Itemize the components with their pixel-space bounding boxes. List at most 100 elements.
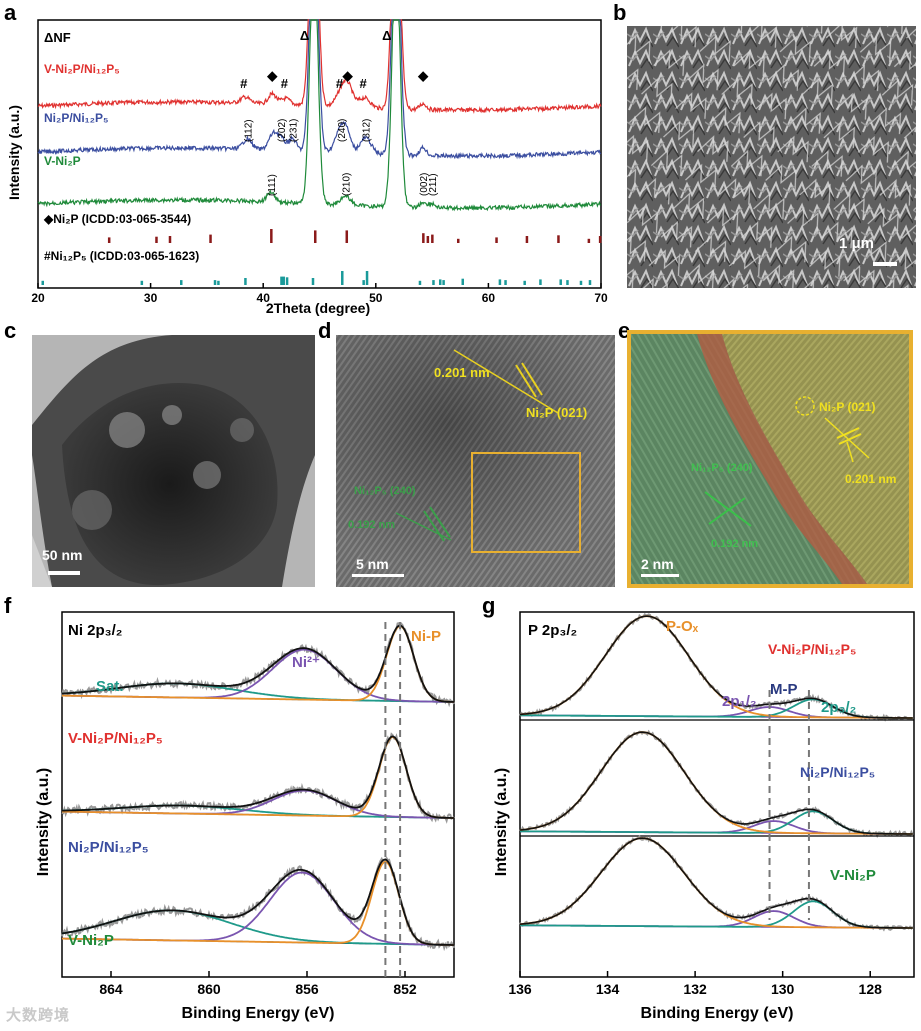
panel-a-ref-line (426, 236, 430, 243)
panel-a-ref-line (598, 236, 602, 243)
panel-d-zoom-box (471, 452, 581, 553)
panel-a-ref-label-ni2p: ◆Ni₂P (ICDD:03-065-3544) (43, 212, 191, 226)
panel-e-ni12p5-d-label: 0.192 nm (711, 538, 759, 550)
panel-a-ref-line (282, 276, 285, 285)
panel-label-a: a (4, 0, 17, 25)
panel-c-scale-label: 50 nm (42, 547, 83, 563)
panel-a-ref-line (431, 234, 434, 243)
panel-g-series-label-blue: Ni₂P/Ni₁₂P₅ (800, 764, 875, 780)
panel-a-ref-line (140, 280, 144, 285)
panel-d-ni12p5-d-label: 0.192 nm (348, 519, 396, 531)
panel-g-x-tick-label: 134 (596, 981, 620, 997)
panel-a-x-tick-label: 50 (369, 291, 383, 305)
panel-d-ni2p-d-label: 0.201 nm (434, 365, 490, 380)
panel-g-envelope-0 (519, 615, 913, 719)
panel-a-phase-marker: ◆ (342, 68, 354, 83)
panel-a-ref-line (442, 280, 445, 285)
panel-a-hkl-label: (211) (428, 173, 439, 196)
panel-f-xps-chart: 864 860 856 852 Intensity (a.u.) Binding En… (35, 611, 455, 1022)
panel-a-series-line-2 (37, 19, 601, 212)
panel-a-hkl-label: (231) (288, 119, 299, 142)
panel-g-x-tick-label: 132 (683, 981, 707, 997)
panel-g-envelope-2 (519, 837, 913, 929)
panel-label-f: f (4, 593, 12, 618)
panel-a-ref-line (168, 236, 172, 243)
panel-a-ref-line (180, 280, 183, 285)
panel-label-b: b (613, 0, 627, 25)
panel-g-title: P 2p₃/₂ (528, 622, 577, 639)
panel-a-series-label-green: V-Ni₂P (44, 154, 81, 168)
panel-a-series-label-red: V-Ni₂P/Ni₁₂P₅ (44, 62, 120, 76)
panel-a-hkl-label: (202) (277, 119, 288, 142)
panel-a-ref-line (341, 271, 344, 285)
panel-a-ref-line (525, 236, 529, 243)
panel-a-substrate-marker: Δ (382, 28, 391, 43)
panel-a-hkl-label: (240) (337, 119, 348, 142)
panel-a-ref-line (587, 238, 591, 243)
panel-a-hkl-label: (002) (419, 173, 430, 196)
panel-b-scale-bar (873, 262, 897, 266)
panel-a-x-tick-label: 30 (144, 291, 158, 305)
panel-f-sat-label: Sat. (96, 678, 124, 695)
panel-d-scale-bar (352, 574, 404, 577)
panel-e-scale-label: 2 nm (641, 556, 674, 572)
panel-g-p32-label: 2p₃/₂ (821, 699, 856, 716)
panel-a-ref-line (345, 230, 349, 243)
panel-d-ni2p-plane-label: Ni₂P (021) (526, 405, 588, 420)
panel-a-ref-line (155, 236, 158, 243)
panel-f-nip-label: Ni-P (411, 628, 441, 645)
panel-a-ref-line (311, 278, 315, 285)
panel-b-scale-label: 1 μm (839, 235, 875, 252)
panel-a-ref-line (362, 280, 365, 285)
panel-a-ref-line (438, 279, 442, 285)
panel-a-ref-line (313, 230, 317, 243)
panel-f-x-tick-label: 860 (197, 981, 221, 997)
panel-d-ni12p5-plane-label: Ni₁₂P₅ (240) (354, 485, 416, 497)
panel-a-series-label-blue: Ni₂P/Ni₁₂P₅ (44, 111, 108, 125)
panel-e-ni2p-plane-label: Ni₂P (021) (819, 400, 876, 414)
panel-a-ref-line (432, 280, 435, 285)
panel-d-hrtem-image: 0.201 nm Ni₂P (021) Ni₁₂P₅ (240) 0.192 n… (336, 335, 615, 587)
panel-a-x-tick-label: 60 (482, 291, 496, 305)
panel-a-ref-line (588, 280, 592, 285)
panel-f-x-tick-label: 864 (99, 981, 123, 997)
panel-f-series-label-red: V-Ni₂P/Ni₁₂P₅ (68, 730, 163, 747)
panel-g-pox-peak-1 (519, 731, 913, 835)
panel-f-x-tick-label: 856 (295, 981, 319, 997)
panel-a-phase-marker: ◆ (417, 68, 429, 83)
panel-a-ref-line (579, 280, 583, 285)
panel-a-ref-line (365, 271, 369, 285)
panel-d-scale-label: 5 nm (356, 556, 389, 572)
panel-a-ref-line (566, 280, 569, 285)
panel-g-envelope-1 (519, 731, 913, 835)
panel-g-x-tick-label: 130 (771, 981, 795, 997)
panel-a-ref-line (213, 280, 217, 285)
panel-f-envelope-0 (62, 624, 455, 703)
panel-label-g: g (482, 593, 496, 618)
panel-g-x-tick-label: 136 (508, 981, 532, 997)
panel-a-ref-line (495, 237, 498, 243)
panel-a-ref-line (270, 229, 273, 243)
panel-a-ref-line (461, 278, 465, 285)
panel-g-series-label-green: V-Ni₂P (830, 867, 876, 884)
panel-a-x-tick-label: 40 (257, 291, 271, 305)
panel-g-ylabel: Intensity (a.u.) (493, 768, 510, 876)
panel-a-ref-line (418, 280, 422, 285)
panel-e-ni12p5-plane-label: Ni₁₂P₅ (240) (691, 462, 753, 474)
panel-f-x-tick-label: 852 (393, 981, 417, 997)
panel-a-ref-line (504, 280, 507, 285)
panel-a-header: ΔNF (44, 30, 71, 45)
panel-b-sem-image: 1 μm (627, 26, 916, 288)
panel-a-ref-line (422, 233, 425, 243)
panel-a-ref-line (456, 238, 460, 243)
panel-a-phase-marker: ◆ (266, 68, 278, 83)
panel-a-ref-line (280, 276, 283, 285)
panel-f-xlabel: Binding Energy (eV) (182, 1005, 335, 1022)
panel-a-ref-line (523, 280, 526, 285)
panel-a-xrd-chart: 20 30 40 50 60 70 Intensity (a.u.) 2Theta (de… (6, 19, 608, 316)
panel-a-ref-line (41, 280, 45, 285)
panel-label-d: d (318, 318, 332, 343)
panel-f-envelope-2 (61, 858, 454, 946)
panel-a-series-line-1 (37, 19, 602, 160)
panel-a-xlabel: 2Theta (degree) (266, 300, 370, 316)
